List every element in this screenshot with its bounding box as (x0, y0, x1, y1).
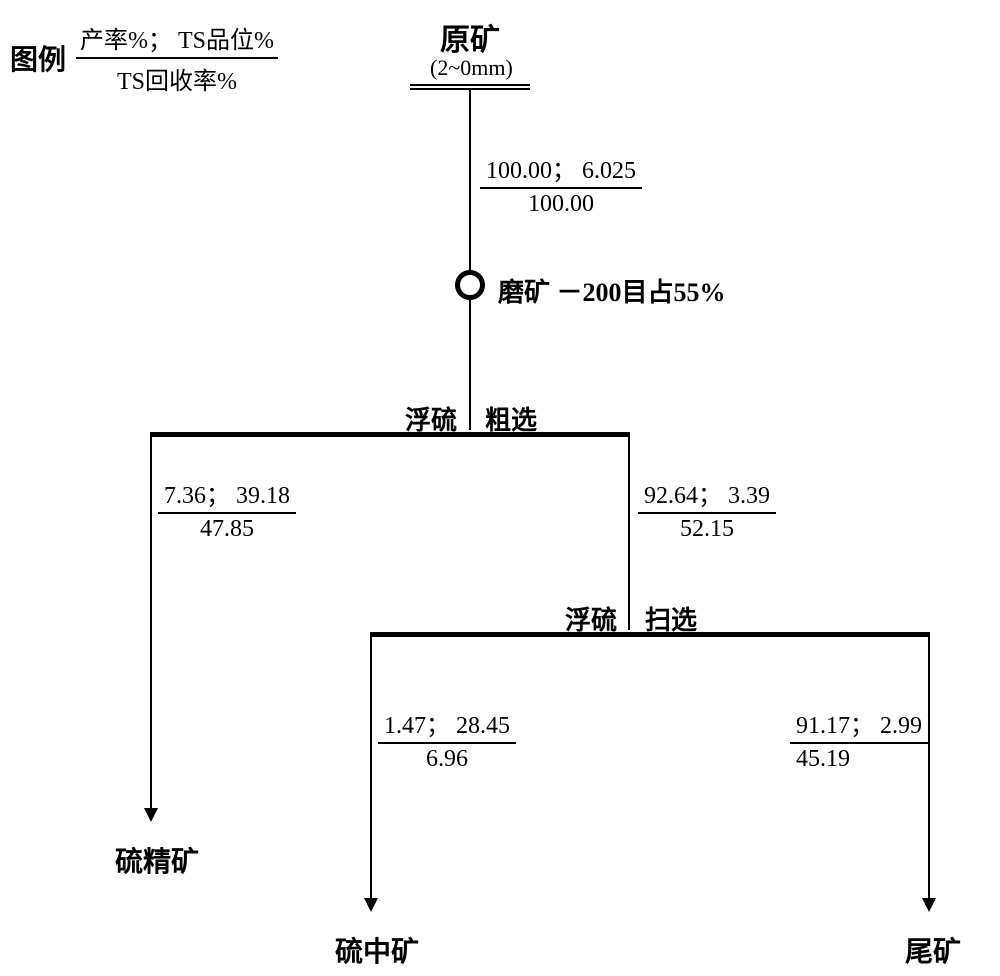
line-feed (469, 90, 471, 270)
stream-conc1: 7.36； 39.18 47.85 (158, 475, 296, 543)
rougher-bar (150, 432, 630, 437)
raw-ore-subtitle: (2~0mm) (430, 55, 513, 81)
grind-text: 磨矿 －200目占55% (498, 272, 726, 309)
line-conc2 (370, 637, 372, 900)
stream-tail2: 91.17； 2.99 45.19 (790, 705, 928, 773)
stream-feed: 100.00； 6.025 100.00 (480, 150, 642, 218)
stream-conc1-bottom: 47.85 (158, 514, 296, 543)
arrow-conc1 (144, 808, 158, 822)
stream-tail2-bottom: 45.19 (790, 744, 928, 773)
product-tailings: 尾矿 (905, 930, 961, 970)
product-sulfur-middling: 硫中矿 (335, 930, 419, 970)
stream-tail1: 92.64； 3.39 52.15 (638, 475, 776, 543)
stream-conc1-top: 7.36； 39.18 (158, 475, 296, 514)
stream-tail2-top: 91.17； 2.99 (790, 705, 928, 744)
line-conc1 (150, 437, 152, 810)
stream-tail1-bottom: 52.15 (638, 514, 776, 543)
stream-conc2-top: 1.47； 28.45 (378, 705, 516, 744)
stream-feed-bottom: 100.00 (480, 189, 642, 218)
stream-tail1-top: 92.64； 3.39 (638, 475, 776, 514)
arrow-conc2 (364, 898, 378, 912)
legend-label: 图例 (10, 45, 66, 76)
raw-ore-title: 原矿 (420, 15, 520, 59)
legend-top: 产率%； TS品位% (76, 20, 278, 59)
arrow-tail2 (922, 898, 936, 912)
stream-conc2-bottom: 6.96 (378, 744, 516, 773)
line-tail1 (628, 437, 630, 630)
legend-bottom: TS回收率% (76, 59, 278, 96)
product-sulfur-concentrate: 硫精矿 (115, 840, 199, 880)
stream-feed-top: 100.00； 6.025 (480, 150, 642, 189)
legend: 图例 产率%； TS品位% TS回收率% (10, 20, 278, 96)
stream-conc2: 1.47； 28.45 6.96 (378, 705, 516, 773)
grind-icon (455, 270, 485, 300)
line-tail2 (928, 637, 930, 900)
scavenger-bar (370, 632, 930, 637)
line-to-rougher (469, 300, 471, 430)
